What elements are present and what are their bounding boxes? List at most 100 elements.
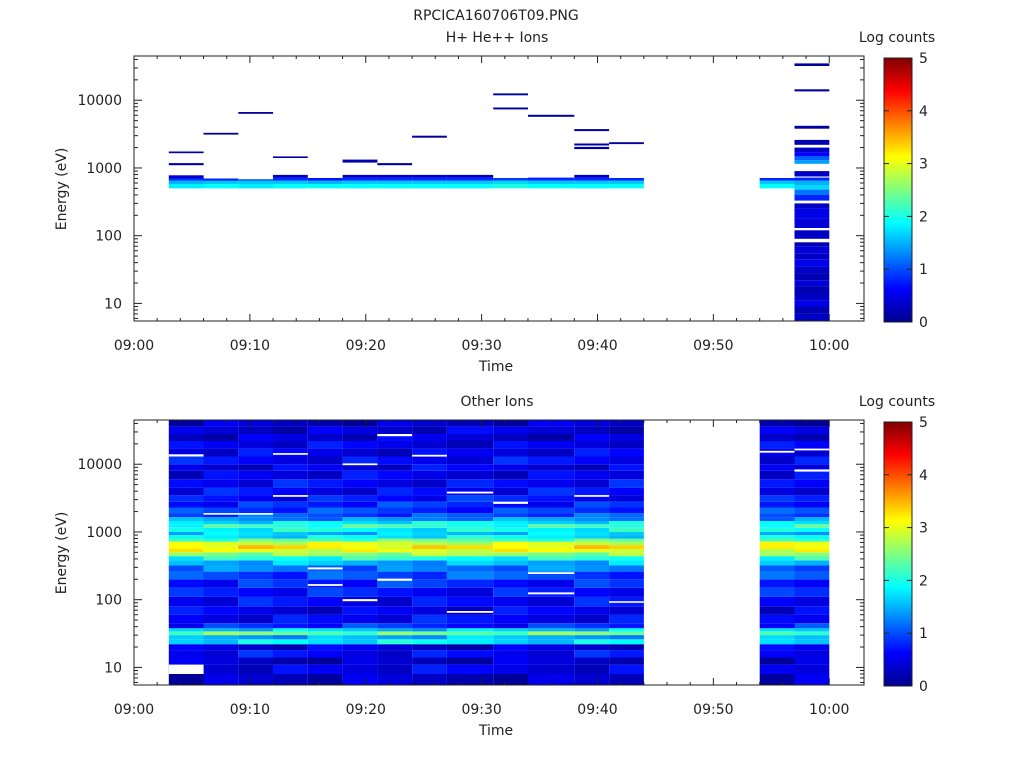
spectrogram-gap [168, 664, 204, 674]
spectrogram-cell [273, 420, 308, 427]
spectrogram-cell [446, 426, 494, 434]
spectrogram-cell [203, 132, 239, 135]
spectrogram-cell [203, 549, 239, 553]
spectrogram-cell [446, 495, 494, 502]
spectrogram-cell [574, 521, 610, 525]
spectrogram-cell [412, 517, 447, 521]
spectrogram-cell [759, 596, 795, 607]
spectrogram-cell [794, 535, 830, 539]
spectrogram-cell [307, 541, 343, 546]
spectrogram-cell [574, 513, 610, 518]
spectrogram-cell [273, 513, 308, 518]
spectrogram-cell [238, 179, 274, 181]
spectrogram-cell [238, 441, 274, 449]
spectrogram-cell [307, 606, 343, 615]
spectrogram-cell [342, 177, 378, 181]
spectrogram-cell [446, 657, 494, 665]
colorbar [883, 421, 913, 687]
spectrogram-cell [493, 507, 528, 514]
spectrogram-cell [574, 639, 610, 645]
spectrogram-cell [794, 139, 830, 145]
spectrogram-cell [307, 178, 343, 181]
spectrogram-cell [794, 513, 830, 518]
spectrogram-cell [238, 527, 274, 532]
spectrogram-cell [412, 556, 447, 561]
spectrogram-cell [412, 527, 447, 532]
spectrogram-cell [273, 464, 308, 471]
spectrogram-cell [238, 180, 274, 184]
spectrogram-cell [307, 513, 343, 518]
spectrogram-cell [342, 623, 378, 629]
spectrogram-cell [794, 556, 830, 561]
spectrogram-cell [528, 180, 575, 184]
spectrogram-cell [493, 180, 528, 184]
spectrogram-cell [794, 194, 830, 201]
spectrogram-cell [273, 549, 308, 553]
spectrogram-cell [794, 507, 830, 514]
spectrogram-cell [528, 571, 575, 580]
spectrogram-cell [528, 614, 575, 624]
spectrogram-cell [412, 513, 447, 518]
spectrogram-cell [609, 549, 644, 553]
spectrogram-cell [203, 631, 239, 636]
spectrogram-cell [307, 560, 343, 566]
spectrogram-cell [794, 644, 830, 651]
spectrogram-cell [412, 664, 447, 674]
spectrogram-cell [609, 448, 644, 457]
spectrogram-cell [794, 521, 830, 525]
spectrogram-cell [794, 313, 830, 321]
spectrogram-cell [493, 674, 528, 685]
spectrogram-cell [759, 426, 795, 434]
spectrogram-cell [203, 606, 239, 615]
spectrogram-cell [528, 623, 575, 629]
spectrogram-cell [342, 635, 378, 640]
spectrogram-cell [377, 556, 413, 561]
spectrogram-cell [412, 639, 447, 645]
spectrogram-cell [574, 538, 610, 542]
y-axis-label: Energy (eV) [54, 512, 70, 595]
spectrogram-cell [307, 495, 343, 502]
spectrogram-cell [203, 571, 239, 580]
spectrogram-cell [412, 657, 447, 665]
spectrogram-cell [273, 434, 308, 442]
spectrogram-cell [446, 532, 494, 536]
spectrogram-cell [412, 434, 447, 442]
spectrogram-cell [168, 180, 204, 184]
spectrogram-cell [203, 596, 239, 607]
spectrogram-cell [412, 184, 447, 189]
spectrogram-cell [342, 628, 378, 632]
spectrogram-cell [168, 178, 204, 181]
spectrogram-cell [794, 180, 830, 185]
spectrogram-cell [759, 606, 795, 615]
spectrogram-cell [377, 650, 413, 658]
spectrogram-cell [342, 513, 378, 518]
plot-frame [133, 55, 865, 322]
spectrogram-cell [273, 180, 308, 184]
spectrogram-cell [307, 650, 343, 658]
x-tick-label: 09:00 [114, 702, 154, 718]
spectrogram-cell [203, 180, 239, 184]
spectrogram-cell [377, 606, 413, 615]
spectrogram-cell [528, 479, 575, 488]
spectrogram-cell [238, 479, 274, 488]
spectrogram-cell [528, 434, 575, 442]
spectrogram-cell [168, 513, 204, 518]
spectrogram-cell [794, 259, 830, 267]
spectrogram-cell [307, 180, 343, 184]
spectrogram-cell [574, 628, 610, 632]
spectrogram-cell [307, 628, 343, 632]
spectrogram-cell [168, 487, 204, 496]
spectrogram-cell [794, 517, 830, 521]
y-tick-label: 10000 [77, 457, 122, 473]
spectrogram-cell [342, 464, 378, 471]
spectrogram-cell [307, 614, 343, 624]
spectrogram-cell [273, 521, 308, 525]
spectrogram-cell [412, 579, 447, 588]
spectrogram-cell [342, 565, 378, 572]
spectrogram-cell [238, 495, 274, 502]
spectrogram-cell [446, 541, 494, 546]
spectrogram-cell [377, 535, 413, 539]
spectrogram-cell [168, 420, 204, 427]
spectrogram-cell [412, 507, 447, 514]
